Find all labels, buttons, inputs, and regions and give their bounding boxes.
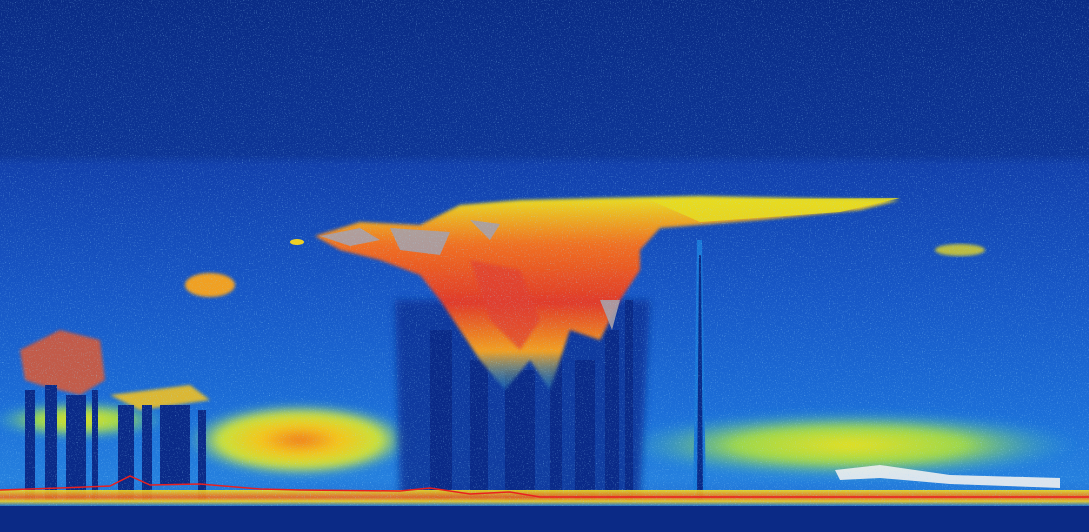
ground-line [0, 475, 1089, 498]
speckle [0, 0, 1089, 506]
subsurface [0, 506, 1089, 532]
